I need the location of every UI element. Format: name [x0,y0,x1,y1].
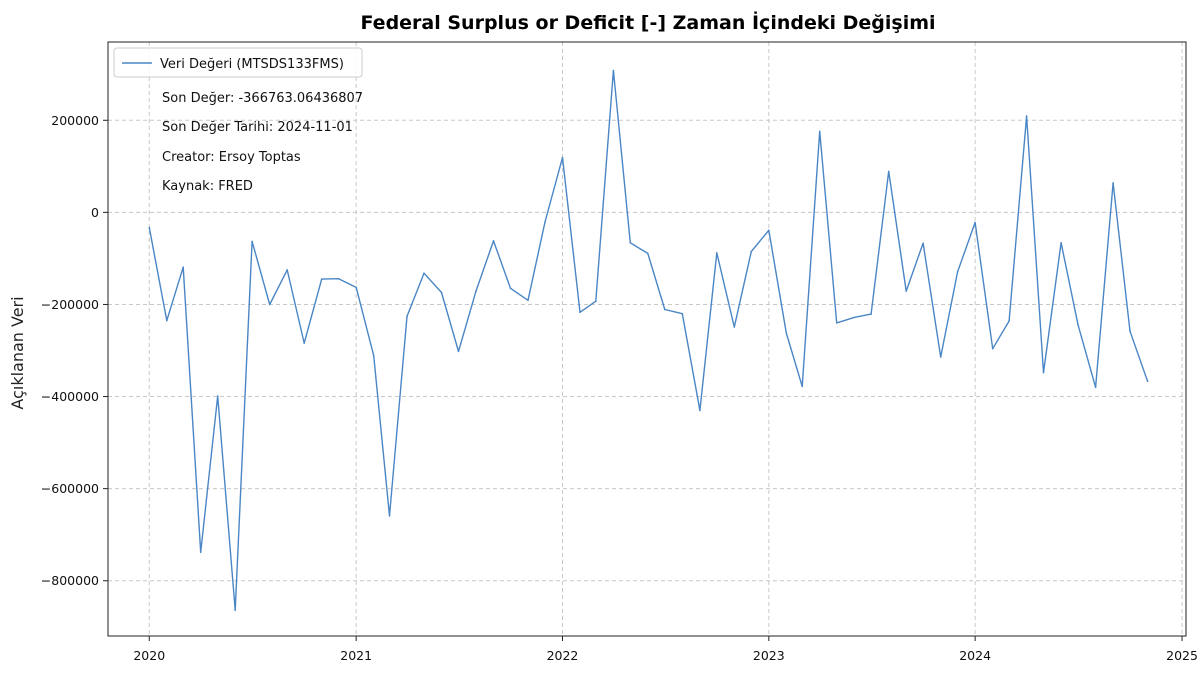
data-point [268,303,271,306]
data-point [1008,320,1010,322]
data-point [303,342,306,344]
data-point [286,269,289,271]
data-point [148,226,151,229]
data-point [234,609,236,611]
data-point [595,300,597,303]
data-point [664,308,666,311]
data-point [457,350,460,353]
data-point [388,515,391,517]
y-tick-label: 0 [91,205,99,220]
data-point [440,291,443,294]
data-point [216,395,219,397]
x-tick-label: 2025 [1166,648,1198,663]
line-layer [148,69,1149,611]
data-point [699,409,701,412]
data-point [922,242,924,244]
data-point [1025,115,1028,117]
data-point [887,170,890,173]
data-point [579,311,581,314]
data-point [785,332,788,334]
data-point [647,252,649,255]
data-point [1094,386,1097,389]
legend-note-creator: Creator: Ersoy Toptas [162,150,301,165]
data-point [733,326,736,328]
data-point [818,130,821,133]
data-point [768,229,770,232]
data-point [1129,330,1131,333]
x-tick-label: 2022 [547,648,579,663]
data-point [939,356,942,358]
data-point [835,322,838,324]
data-point [355,286,358,289]
plot-frame [107,41,1187,637]
data-point [423,272,425,275]
data-point [1077,323,1079,326]
data-point [544,221,546,223]
y-tick-label: −600000 [41,481,99,496]
data-point [956,271,959,273]
chart-title: Federal Surplus or Deficit [-] Zaman İçi… [360,10,935,34]
data-point [527,299,529,302]
x-tick-label: 2024 [959,648,991,663]
data-point [1112,182,1114,184]
data-point [1146,380,1149,383]
data-point [337,277,340,280]
x-tick-label: 2021 [340,648,372,663]
data-point [320,278,323,280]
data-point [251,240,253,243]
data-point [166,319,168,322]
legend-note-last-date: Son Değer Tarihi: 2024-11-01 [162,120,353,135]
y-axis-label: Açıklanan Veri [8,296,27,409]
data-point [681,312,684,315]
legend-note-last-value: Son Değer: -366763.06436807 [162,91,363,106]
legend-entry-label: Veri Değeri (MTSDS133FMS) [160,57,344,72]
data-point [612,69,615,72]
y-tick-label: −800000 [41,573,99,588]
data-point [182,266,184,269]
data-point [870,313,872,315]
data-point [406,315,408,318]
data-point [716,252,718,254]
data-point [561,156,564,159]
data-point [1060,242,1062,244]
y-tick-label: −400000 [41,389,99,404]
data-point [509,287,512,290]
data-point [974,221,976,224]
data-point [199,551,202,553]
data-point [629,242,632,244]
data-point [492,240,495,242]
y-tick-label: 200000 [51,113,99,128]
data-point [475,290,477,292]
data-point [750,250,753,253]
data-point [905,290,907,292]
data-point [372,354,375,357]
legend: Veri Değeri (MTSDS133FMS) Son Değer: -36… [113,47,363,194]
legend-note-source: Kaynak: FRED [162,179,253,194]
data-point [853,316,855,319]
legend-box [113,47,363,78]
y-tick-label: −200000 [41,297,99,312]
grid-layer [108,42,1186,636]
x-tick-label: 2020 [133,648,165,663]
x-tick-label: 2023 [753,648,785,663]
data-point [1042,371,1045,374]
data-point [991,347,994,350]
tick-layer: 2020 2021 2022 2023 2024 2025 200000 0 −200000 −4… [41,113,1198,663]
data-point [801,385,803,388]
